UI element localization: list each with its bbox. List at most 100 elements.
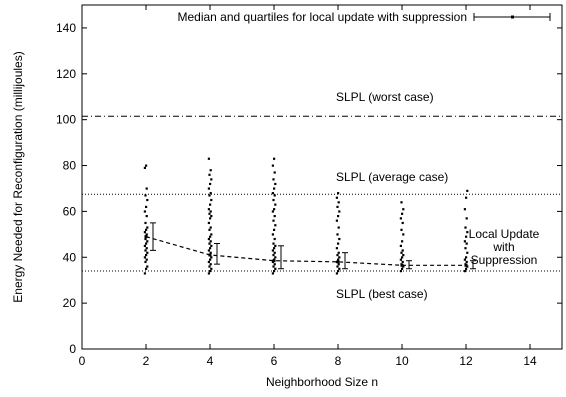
sample-point xyxy=(336,205,339,209)
sample-point xyxy=(335,247,338,250)
median-point xyxy=(144,235,148,239)
sample-point xyxy=(337,192,340,195)
sample-point xyxy=(207,187,210,190)
sample-point xyxy=(146,265,149,268)
sample-point xyxy=(399,244,402,247)
sample-point xyxy=(207,157,210,160)
sample-point xyxy=(272,219,275,222)
sample-point xyxy=(337,201,340,204)
sample-point xyxy=(145,205,148,209)
sample-point xyxy=(145,228,148,231)
sample-point xyxy=(400,201,403,204)
sample-point xyxy=(466,231,469,234)
curve-label: Local Update with Suppression xyxy=(469,227,540,267)
sample-point xyxy=(209,203,212,206)
sample-point xyxy=(337,251,340,254)
sample-point xyxy=(336,265,339,268)
sample-point xyxy=(338,210,341,213)
sample-point xyxy=(146,251,149,254)
median-curve-line xyxy=(145,236,466,266)
x-tick-label: 10 xyxy=(395,354,409,368)
sample-point xyxy=(272,242,275,245)
sample-point xyxy=(337,242,340,245)
sample-point xyxy=(271,272,274,275)
sample-point xyxy=(400,251,403,254)
sample-point xyxy=(209,217,212,220)
sample-point xyxy=(145,247,148,250)
sample-point xyxy=(143,256,146,259)
sample-point xyxy=(273,194,276,197)
sample-point xyxy=(272,198,275,202)
median-point xyxy=(208,253,212,257)
sample-point xyxy=(273,251,276,254)
sample-point xyxy=(401,221,404,225)
ref-label-average-case: SLPL (average case) xyxy=(336,170,448,184)
sample-point xyxy=(338,237,341,241)
y-tick-label: 60 xyxy=(63,204,77,218)
sample-point xyxy=(463,258,466,261)
sample-point xyxy=(208,265,211,268)
sample-point xyxy=(209,210,212,213)
sample-point xyxy=(145,267,148,270)
sample-point xyxy=(144,194,147,197)
sample-point xyxy=(464,226,467,229)
sample-point xyxy=(143,210,146,213)
sample-point xyxy=(210,233,213,236)
sample-point xyxy=(399,217,402,220)
sample-point xyxy=(338,267,341,270)
sample-point xyxy=(145,187,148,190)
sample-point xyxy=(402,253,405,257)
sample-point xyxy=(272,178,275,181)
sample-point xyxy=(209,192,212,195)
sample-point xyxy=(143,231,146,234)
sample-point xyxy=(145,164,148,167)
sample-point xyxy=(274,224,277,227)
x-tick-label: 6 xyxy=(271,354,278,368)
sample-point xyxy=(401,260,404,264)
sample-point xyxy=(207,221,210,225)
sample-point xyxy=(273,228,276,231)
sample-point xyxy=(209,251,212,254)
sample-point xyxy=(465,256,468,259)
median-point xyxy=(336,260,340,264)
sample-point xyxy=(463,270,466,273)
sample-point xyxy=(273,187,276,190)
sample-point xyxy=(337,270,340,273)
median-point xyxy=(272,259,276,263)
sample-point xyxy=(210,244,213,247)
sample-point xyxy=(209,169,212,172)
sample-point xyxy=(144,237,147,241)
x-tick-label: 8 xyxy=(335,354,342,368)
sample-point xyxy=(210,178,213,181)
sample-point xyxy=(210,267,213,270)
sample-point xyxy=(274,267,277,270)
sample-point xyxy=(337,258,340,261)
sample-point xyxy=(465,235,468,238)
sample-point xyxy=(146,240,149,243)
sample-point xyxy=(209,240,212,243)
sample-point xyxy=(335,219,338,222)
ref-label-worst-case: SLPL (worst case) xyxy=(336,90,434,104)
sample-point xyxy=(273,237,276,241)
sample-point xyxy=(145,258,148,261)
sample-point xyxy=(145,253,148,257)
x-tick-label: 14 xyxy=(523,354,537,368)
sample-point xyxy=(273,208,276,211)
sample-point xyxy=(271,192,274,195)
sample-point xyxy=(274,203,277,206)
x-tick-label: 4 xyxy=(207,354,214,368)
sample-point xyxy=(209,263,212,266)
sample-point xyxy=(466,189,469,192)
sample-point xyxy=(207,249,210,252)
sample-point xyxy=(273,247,276,250)
sample-point xyxy=(337,214,340,218)
sample-point xyxy=(274,244,277,247)
sample-point xyxy=(401,267,404,270)
sample-point xyxy=(209,226,212,229)
sample-point xyxy=(207,208,210,211)
sample-point xyxy=(336,233,339,236)
sample-point xyxy=(145,214,148,218)
sample-point xyxy=(337,226,340,229)
y-tick-label: 20 xyxy=(63,296,77,310)
